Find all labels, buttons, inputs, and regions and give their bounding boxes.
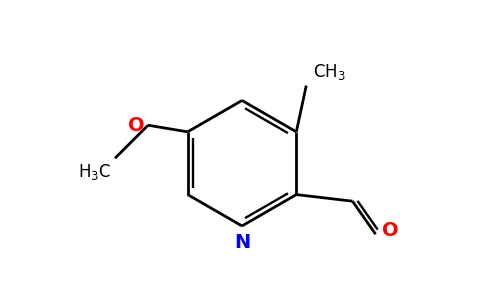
Text: H$_3$C: H$_3$C (78, 162, 112, 182)
Text: O: O (128, 116, 145, 135)
Text: O: O (382, 221, 399, 240)
Text: N: N (234, 233, 250, 252)
Text: CH$_3$: CH$_3$ (313, 62, 346, 82)
